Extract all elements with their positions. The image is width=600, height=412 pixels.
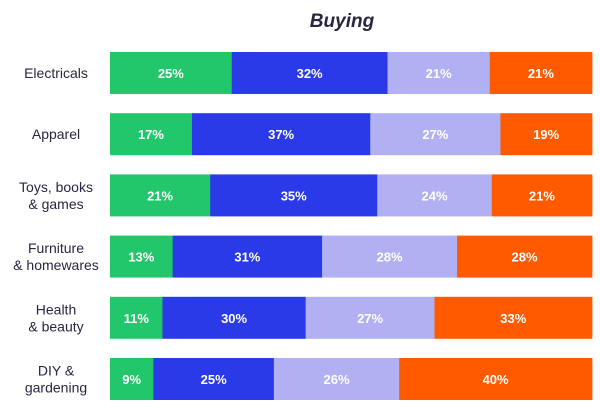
data-label: 19% [533,127,559,142]
data-label: 25% [201,372,227,387]
category-label: Furniture & homewares [13,240,99,273]
data-label: 28% [377,250,403,265]
chart-title: Buying [310,11,375,32]
data-label: 21% [426,66,452,81]
bar-segment [162,296,307,339]
bar-segment [172,235,323,278]
bar-segment [387,52,491,94]
data-label: 26% [324,372,350,387]
category-label: DIY & gardening [25,363,87,396]
bar-segment [273,358,400,400]
data-label: 28% [512,250,538,265]
data-label: 27% [422,127,448,142]
data-label: 21% [529,188,555,203]
bar-segment [489,52,593,94]
bar-segment [399,358,593,400]
data-label: 40% [483,372,509,387]
bar-segment [305,296,435,339]
data-label: 32% [297,66,323,81]
bar-segment [231,52,388,94]
category-label: Toys, books & games [19,179,93,212]
bar-segment [210,174,378,217]
bar-segment [110,52,233,94]
data-label: 11% [124,311,150,326]
data-label: 25% [158,66,184,81]
category-label-line: & homewares [13,257,99,273]
bar-segment [491,174,593,217]
data-label: 13% [128,250,154,265]
bar-segment [191,113,371,156]
category-label-line: & beauty [28,318,83,334]
category-label-line: Toys, books [19,179,93,195]
data-label: 9% [122,372,141,387]
category-label-line: DIY & [38,363,75,379]
category-labels: Electricals Apparel Toys, books & games Furn… [13,65,99,396]
category-label-line: Apparel [32,126,80,142]
category-label-line: Health [36,301,76,317]
data-label: 21% [147,188,173,203]
bar-segment [500,113,593,156]
data-label: 33% [500,311,526,326]
category-label: Apparel [32,126,80,142]
data-label: 31% [234,250,260,265]
category-label-line: Electricals [24,65,88,81]
bar-segment [153,358,275,400]
category-label-line: & games [28,196,83,212]
data-label: 30% [221,311,247,326]
bar-segment [322,235,458,278]
category-label: Electricals [24,65,88,81]
bars-layer: 25% 32% 21% 21% 17% 37% 27% 19% 21% 35% 24% 21% 13% 3… [110,52,593,400]
data-label: 27% [357,311,383,326]
bar-segment [110,113,193,156]
bar-segment [377,174,493,217]
category-label-line: Furniture [28,240,84,256]
bar-segment [110,296,163,339]
bar-segment [370,113,501,156]
category-label-line: gardening [25,380,87,396]
bar-segment [110,235,174,278]
data-label: 37% [268,127,294,142]
bar-segment [434,296,593,339]
category-label: Health & beauty [28,301,83,334]
data-label: 35% [281,188,307,203]
bar-segment [110,174,211,217]
data-label: 24% [421,188,447,203]
bar-segment [457,235,593,278]
data-label: 17% [138,127,164,142]
bar-segment [110,358,154,400]
data-label: 21% [528,66,554,81]
